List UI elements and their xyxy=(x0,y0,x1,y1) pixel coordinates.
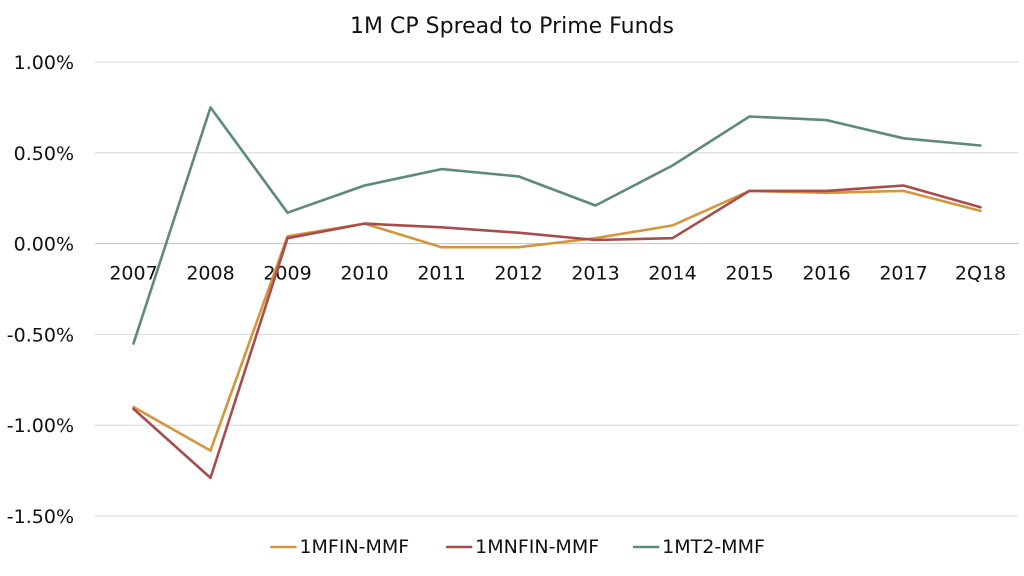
y-tick-label: 1.00% xyxy=(14,52,74,74)
series-3 xyxy=(132,106,982,345)
y-tick-label: 0.50% xyxy=(14,143,74,165)
x-tick-label: 2014 xyxy=(648,263,696,285)
legend-item: 1MFIN-MMF xyxy=(270,536,409,558)
x-tick-label: 2Q18 xyxy=(955,263,1006,285)
x-tick-label: 2013 xyxy=(571,263,619,285)
x-tick-label: 2011 xyxy=(417,263,465,285)
x-tick-label: 2010 xyxy=(340,263,388,285)
x-tick-label: 2016 xyxy=(802,263,850,285)
y-tick-label: -0.50% xyxy=(7,324,74,346)
chart-title: 1M CP Spread to Prime Funds xyxy=(350,14,674,39)
x-tick-label: 2015 xyxy=(725,263,773,285)
legend-label: 1MFIN-MMF xyxy=(299,536,409,558)
x-tick-label: 2007 xyxy=(109,263,157,285)
series-line xyxy=(132,184,982,480)
x-tick-label: 2012 xyxy=(494,263,542,285)
series-line xyxy=(132,106,982,345)
grid-layer xyxy=(95,61,1019,517)
y-axis-ticks: 1.00% 0.50% 0.00% -0.50% -1.00% -1.50% xyxy=(7,52,74,528)
y-tick-label: -1.00% xyxy=(7,415,74,437)
legend-label: 1MT2-MMF xyxy=(662,536,765,558)
series-layer xyxy=(132,106,982,480)
x-tick-label: 2017 xyxy=(879,263,927,285)
legend-label: 1MNFIN-MMF xyxy=(475,536,599,558)
legend-item: 1MNFIN-MMF xyxy=(445,536,599,558)
y-tick-label: 0.00% xyxy=(14,234,74,256)
legend: 1MFIN-MMF 1MNFIN-MMF 1MT2-MMF xyxy=(270,536,765,558)
x-tick-label: 2008 xyxy=(186,263,234,285)
y-tick-label: -1.50% xyxy=(7,506,74,528)
x-axis-ticks: 2007 2008 2009 2010 2011 2012 2013 2014 2015 2016… xyxy=(109,263,1006,285)
series-1 xyxy=(132,189,982,452)
legend-item: 1MT2-MMF xyxy=(632,536,765,558)
series-line xyxy=(132,189,982,452)
series-2 xyxy=(132,184,982,480)
